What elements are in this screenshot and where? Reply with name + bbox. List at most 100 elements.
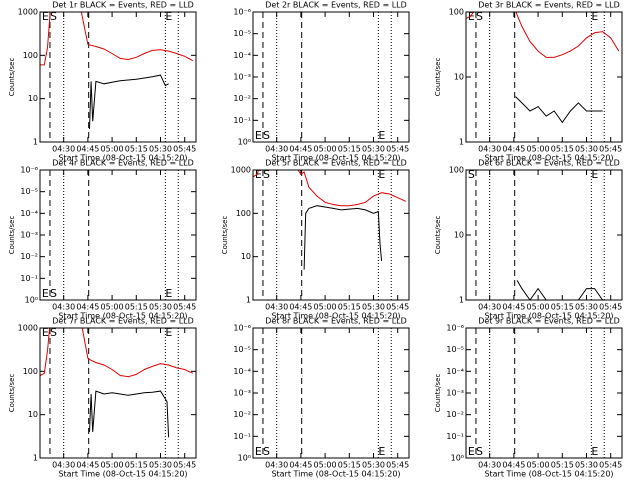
annotation: E [255,168,262,181]
x-tick-label: 04:45 [502,303,525,312]
y-tick-label: 10⁻² [233,410,251,419]
y-tick-label: 10⁰ [238,454,251,463]
annotation: S [263,129,270,142]
x-tick-label: 05:15 [338,461,361,470]
y-tick-label: 10⁻⁴ [233,51,251,60]
annotation: E [378,445,385,458]
x-tick-label: 04:45 [289,461,312,470]
panel-title: Det 5r BLACK = Events, RED = LLD [265,159,407,168]
annotation: S [476,10,483,23]
y-axis-label: Counts/sec [434,58,442,97]
y-tick-label: 10⁻⁵ [20,187,38,196]
plot-frame [39,11,197,143]
panel: Det 4r BLACK = Events, RED = LLD Counts/s… [8,159,197,321]
annotation: E [468,10,475,23]
y-tick-label: 10⁻⁴ [233,367,251,376]
panel: Det 6r BLACK = Events, RED = LLD Counts/s… [434,159,623,321]
plot-frame [39,169,197,301]
y-tick-label: 10⁻² [20,252,38,261]
annotation: E [255,129,262,142]
x-tick-label: 05:30 [575,303,598,312]
x-tick-label: 04:45 [502,145,525,154]
x-tick-label: 05:15 [551,461,574,470]
annotation: E [165,287,172,300]
y-axis-label: Counts/sec [8,216,16,255]
series-line [253,170,407,207]
x-tick-label: 05:30 [362,303,385,312]
x-tick-label: 05:00 [101,461,124,470]
annotation: E [468,445,475,458]
y-axis-label: Counts/sec [434,374,442,413]
y-tick-label: 10⁻¹ [20,274,38,283]
y-tick-label: 10 [28,410,38,419]
x-tick-label: 05:45 [386,303,409,312]
x-tick-label: 04:45 [76,461,99,470]
x-tick-label: 04:45 [76,145,99,154]
x-axis-label: Start Time (08-Oct-15 04:15:20) [271,312,400,321]
x-tick-label: 04:45 [289,145,312,154]
annotation: E [378,129,385,142]
y-tick-label: 10⁻⁵ [446,345,464,354]
annotation: E [591,168,598,181]
x-tick-label: 04:30 [478,145,501,154]
y-tick-label: 10⁻⁶ [233,8,251,17]
panel-title: Det 9r BLACK = Events, RED = LLD [478,317,620,326]
y-tick-label: 10⁻³ [20,231,38,240]
y-tick-label: 10 [241,252,251,261]
x-tick-label: 05:00 [101,145,124,154]
x-axis-label: Start Time (08-Oct-15 04:15:20) [58,470,187,479]
x-tick-label: 05:45 [599,303,622,312]
x-tick-label: 05:30 [575,145,598,154]
x-tick-label: 04:30 [52,303,75,312]
x-axis-label: Start Time (08-Oct-15 04:15:20) [484,154,613,163]
plot-frame [465,11,623,143]
x-tick-label: 05:15 [125,461,148,470]
y-tick-label: 10 [454,231,464,240]
y-tick-label: 1 [459,138,464,147]
x-tick-label: 05:00 [527,303,550,312]
x-tick-label: 05:45 [173,461,196,470]
x-tick-label: 05:45 [599,461,622,470]
y-tick-label: 1 [33,454,38,463]
series-line [89,390,170,438]
x-tick-label: 04:45 [289,303,312,312]
series-line [40,328,194,378]
panel-title: Det 7r BLACK = Events, RED = LLD [52,317,194,326]
series-line [40,12,194,66]
y-tick-label: 1 [33,138,38,147]
x-tick-label: 05:15 [125,303,148,312]
y-tick-label: 10⁻³ [446,389,464,398]
x-tick-label: 04:30 [52,145,75,154]
y-tick-label: 1000 [18,324,38,333]
y-tick-label: 10⁰ [238,138,251,147]
annotation: E [255,445,262,458]
x-tick-label: 05:30 [362,461,385,470]
plot-frame [252,169,410,301]
annotation: S [263,445,270,458]
annotation: S [468,168,475,181]
x-tick-label: 05:45 [386,461,409,470]
annotation: E [42,287,49,300]
y-tick-label: 1 [246,296,251,305]
x-tick-label: 05:15 [338,303,361,312]
y-tick-label: 10⁻² [233,94,251,103]
x-tick-label: 04:30 [478,461,501,470]
annotation: S [476,445,483,458]
y-tick-label: 1 [459,296,464,305]
annotation: E [165,10,172,23]
plot-frame [252,327,410,459]
x-tick-label: 05:45 [386,145,409,154]
y-tick-label: 10⁻⁴ [20,209,38,218]
x-tick-label: 05:15 [551,145,574,154]
y-tick-label: 10 [454,73,464,82]
x-tick-label: 05:00 [314,303,337,312]
y-tick-label: 10⁻¹ [233,116,251,125]
y-tick-label: 1000 [18,8,38,17]
series-line [516,280,604,300]
panel-title: Det 3r BLACK = Events, RED = LLD [478,1,620,10]
series-line [466,12,620,58]
series-line [515,96,603,124]
annotation: E [378,168,385,181]
plot-frame [465,327,623,459]
